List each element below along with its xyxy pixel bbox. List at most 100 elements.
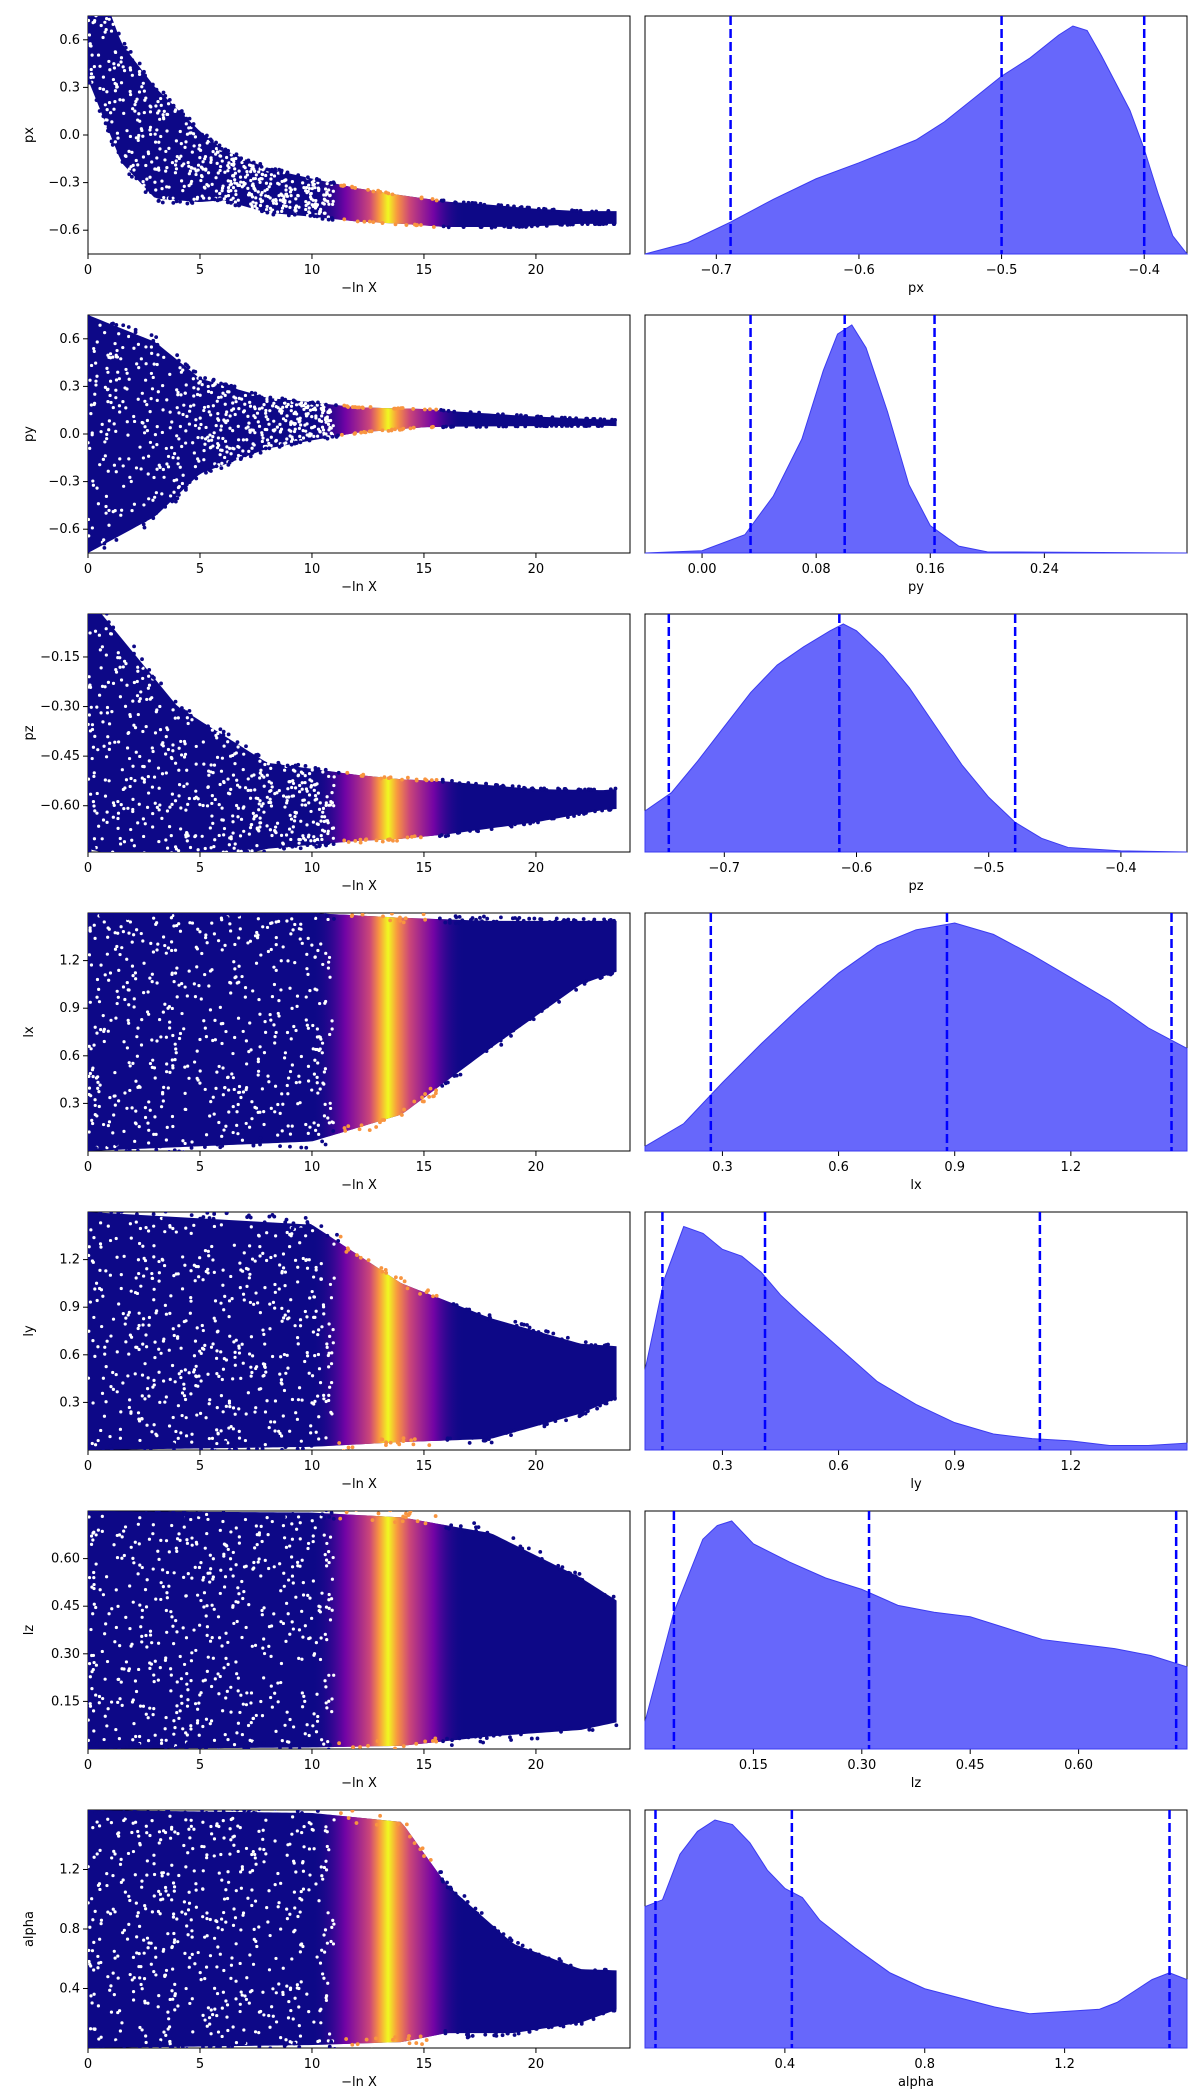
trace-point [96,603,100,607]
trace-gap [282,1056,287,1060]
trace-gap [90,1068,95,1072]
trace-gap [261,1328,265,1332]
trace-gap [135,1035,139,1039]
trace-gap [105,1339,109,1343]
trace-gap [226,1441,230,1445]
trace-gap [202,408,206,413]
trace-gap [114,388,118,392]
trace-gap [203,1087,207,1092]
trace-gap [217,1120,221,1125]
trace-gap [88,1576,92,1580]
trace-point [320,1512,325,1517]
trace-point [125,916,130,921]
trace-gap [157,1347,161,1351]
trace-gap [132,1561,136,1565]
trace-gap [323,1067,328,1071]
trace-gap [317,1328,321,1332]
trace-gap [193,834,197,839]
trace-gap [103,440,107,444]
trace-gap [212,763,217,767]
trace-gap [219,1429,223,1433]
trace-gap [91,800,96,804]
trace-point [453,921,458,926]
trace-point [590,209,594,214]
trace-point [272,210,277,215]
trace-gap [241,449,245,453]
trace-point [460,918,465,923]
trace-gap [171,1997,175,2001]
trace-gap [272,1023,276,1027]
trace-gap [298,434,302,438]
trace-gap [243,166,247,170]
trace-gap [97,633,102,637]
trace-gap [164,1656,168,1660]
trace-gap [152,1423,156,1427]
trace-point [600,808,605,813]
trace-gap [143,1362,147,1366]
trace-point [333,1751,337,1755]
trace-point [554,424,559,428]
trace-gap [293,769,297,773]
posterior-panel-pz: −0.7 −0.6 −0.5 −0.4pz [644,613,1188,894]
trace-gap [144,724,148,729]
trace-gap [181,189,185,193]
trace-gap [164,752,168,756]
trace-gap [227,189,231,194]
trace-gap [100,837,104,841]
trace-gap [146,990,150,994]
trace-gap [264,181,269,185]
trace-gap [103,1632,107,1636]
trace-gap [229,837,233,841]
trace-point [291,1221,296,1226]
trace-gap [310,1616,314,1620]
trace-gap [293,815,297,819]
x-tick-label: 0.00 [688,562,717,577]
trace-point [397,427,402,432]
trace-gap [296,773,301,777]
trace-gap [121,665,125,669]
trace-gap [125,371,129,375]
trace-point [401,1439,406,1444]
trace-gap [150,972,154,976]
trace-gap [145,1423,149,1427]
trace-point [611,1594,616,1599]
trace-gap [317,1415,321,1419]
trace-gap [121,65,125,69]
trace-point [128,50,133,54]
trace-gap [314,414,318,418]
trace-point [88,1207,92,1211]
trace-point [110,143,115,147]
trace-gap [244,1703,249,1707]
trace-gap [157,140,161,144]
trace-gap [127,167,131,171]
trace-gap [116,816,120,821]
trace-gap [220,1878,224,1882]
trace-point [599,975,604,980]
trace-gap [183,145,187,149]
trace-point [93,308,97,312]
trace-gap [274,202,279,206]
trace-gap [222,744,226,748]
trace-gap [138,1563,142,1567]
trace-gap [95,1114,99,1118]
trace-gap [312,1712,316,1716]
trace-gap [231,401,235,405]
trace-point [593,1343,598,1348]
trace-point [514,1323,519,1328]
trace-gap [331,424,335,428]
trace-point [403,916,408,921]
trace-gap [284,178,288,182]
trace-gap [213,1319,217,1323]
trace-gap [295,994,300,998]
trace-gap [198,156,202,160]
trace-gap [109,111,113,115]
trace-gap [179,393,183,397]
trace-point [142,518,147,523]
trace-gap [303,1359,307,1364]
trace-gap [141,81,145,85]
trace-gap [235,1731,239,1735]
trace-gap [311,1534,315,1538]
trace-gap [159,134,163,139]
trace-gap [180,179,184,183]
trace-gap [186,802,190,806]
